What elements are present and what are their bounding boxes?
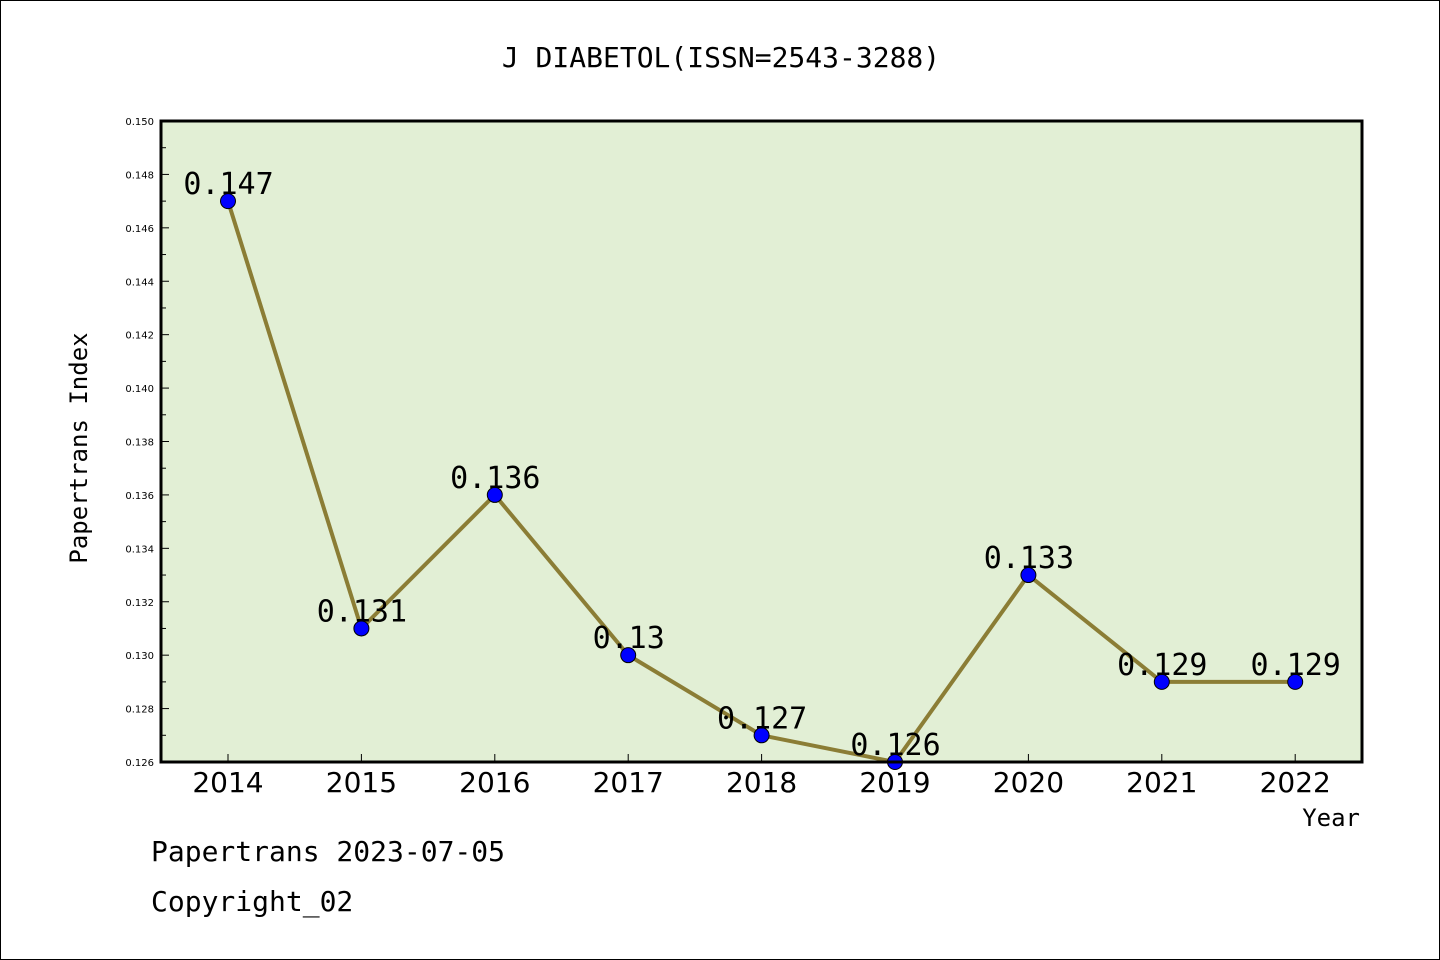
data-point <box>620 647 637 664</box>
series-markers <box>220 193 1304 770</box>
y-tick-label: 0.142 <box>125 331 154 342</box>
y-tick-label: 0.146 <box>125 224 154 235</box>
data-label: 0.127 <box>717 701 807 736</box>
chart-title: J DIABETOL(ISSN=2543-3288) <box>502 41 940 74</box>
x-axis: 2014 2015 2016 2017 2018 2019 2020 2021 2022 <box>192 754 1331 799</box>
data-point <box>353 620 370 637</box>
x-tick-label: 2019 <box>859 766 930 799</box>
x-tick-label: 2020 <box>993 766 1064 799</box>
y-tick-label: 0.148 <box>125 170 154 181</box>
plot-border <box>159 119 1364 764</box>
y-tick-label: 0.130 <box>125 651 154 662</box>
footer-copyright: Copyright_02 <box>151 885 354 918</box>
footer-date: Papertrans 2023-07-05 <box>151 835 506 868</box>
data-point <box>1287 673 1304 690</box>
data-point <box>486 486 503 503</box>
plot-area <box>161 121 1362 762</box>
data-label: 0.136 <box>450 461 540 496</box>
x-tick-label: 2021 <box>1126 766 1197 799</box>
x-tick-label: 2016 <box>459 766 530 799</box>
y-tick-label: 0.132 <box>125 598 154 609</box>
data-point <box>1020 567 1037 584</box>
data-label: 0.133 <box>984 541 1074 576</box>
data-point <box>220 193 236 210</box>
y-tick-label: 0.140 <box>125 384 154 395</box>
data-point <box>753 727 770 744</box>
data-point <box>1153 673 1170 690</box>
y-tick-label: 0.126 <box>125 758 154 769</box>
data-label: 0.13 <box>593 621 665 656</box>
x-tick-label: 2018 <box>726 766 797 799</box>
y-tick-label: 0.150 <box>125 117 154 128</box>
y-tick-label: 0.136 <box>125 491 154 502</box>
data-label: 0.129 <box>1117 648 1207 683</box>
data-labels: 0.147 0.131 0.136 0.13 0.127 0.126 0.133 0.129 0… <box>183 167 1341 763</box>
y-tick-label: 0.128 <box>125 705 154 716</box>
x-tick-label: 2022 <box>1260 766 1331 799</box>
data-label: 0.126 <box>850 728 940 763</box>
data-label: 0.129 <box>1251 648 1341 683</box>
x-tick-label: 2014 <box>192 766 263 799</box>
x-tick-label: 2015 <box>326 766 397 799</box>
y-tick-label: 0.134 <box>125 544 154 555</box>
y-tick-label: 0.144 <box>125 277 154 288</box>
y-tick-label: 0.138 <box>125 438 154 449</box>
x-axis-label: Year <box>1302 804 1360 832</box>
data-label: 0.147 <box>183 167 273 202</box>
data-label: 0.131 <box>317 594 407 629</box>
y-axis-label: Papertrans Index <box>65 332 93 563</box>
x-tick-label: 2017 <box>593 766 664 799</box>
